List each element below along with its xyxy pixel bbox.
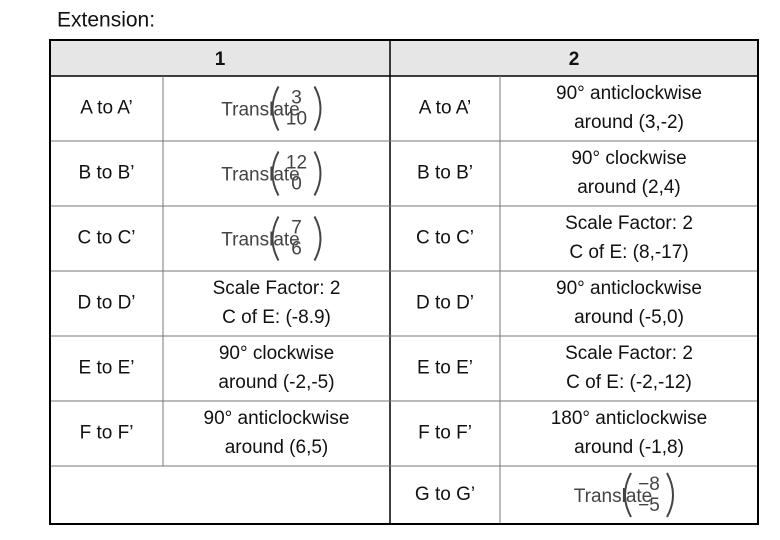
paren <box>313 86 322 131</box>
table-border <box>49 39 759 525</box>
vector-entry: 3 <box>291 88 302 109</box>
cell-line: around (-1,8) <box>574 437 684 458</box>
cell-line: around (2,4) <box>577 177 681 198</box>
cell-line: Scale Factor: 2 <box>565 213 693 234</box>
cell-line: around (3,-2) <box>574 112 684 133</box>
vector-entry: 6 <box>291 239 302 260</box>
paren <box>271 86 280 131</box>
vector-entry: 7 <box>291 218 302 239</box>
cell-line: C of E: (-8.9) <box>222 307 331 328</box>
cell-line: C of E: (-2,-12) <box>566 372 692 393</box>
vector-entry: 0 <box>291 174 302 195</box>
cell-line: 180° anticlockwise <box>551 408 708 429</box>
cell-line: Scale Factor: 2 <box>565 343 693 364</box>
paren <box>313 216 322 261</box>
cell-line: around (-2,-5) <box>218 372 334 393</box>
vector-entry: 10 <box>286 109 307 130</box>
translate-label: Translate <box>221 100 300 121</box>
row-label: D to D’ <box>416 293 474 314</box>
column-header: 2 <box>569 49 580 70</box>
translate-label: Translate <box>574 486 653 507</box>
row-label: C to C’ <box>416 228 474 249</box>
cell-line: 90° anticlockwise <box>204 408 350 429</box>
cell-line: around (-5,0) <box>574 307 684 328</box>
paren <box>666 472 674 518</box>
row-label: E to E’ <box>79 358 135 379</box>
paren <box>271 216 280 261</box>
cell-line: Scale Factor: 2 <box>213 278 341 299</box>
row-label: A to A’ <box>80 98 132 119</box>
row-label: B to B’ <box>417 163 473 184</box>
cell-line: 90° anticlockwise <box>556 83 702 104</box>
title: Extension: <box>57 9 155 32</box>
row-label: A to A’ <box>419 98 471 119</box>
cell-line: 90° clockwise <box>571 148 686 169</box>
row-label: E to E’ <box>417 358 473 379</box>
vector-entry: −8 <box>638 474 660 495</box>
paren <box>271 151 280 196</box>
row-label: G to G’ <box>415 484 475 505</box>
cell-line: C of E: (8,-17) <box>569 242 688 263</box>
header-band <box>50 40 758 76</box>
translate-label: Translate <box>221 165 300 186</box>
cell-line: 90° clockwise <box>219 343 334 364</box>
row-label: B to B’ <box>79 163 135 184</box>
cell-line: 90° anticlockwise <box>556 278 702 299</box>
paren <box>624 472 632 518</box>
vector-entry: 12 <box>286 153 307 174</box>
vector-entry: −5 <box>638 495 660 516</box>
cell-line: around (6,5) <box>225 437 329 458</box>
row-label: D to D’ <box>77 293 135 314</box>
column-header: 1 <box>215 49 226 70</box>
row-label: F to F’ <box>418 423 472 444</box>
row-label: C to C’ <box>77 228 135 249</box>
translate-label: Translate <box>221 230 300 251</box>
row-label: F to F’ <box>80 423 134 444</box>
paren <box>313 151 322 196</box>
